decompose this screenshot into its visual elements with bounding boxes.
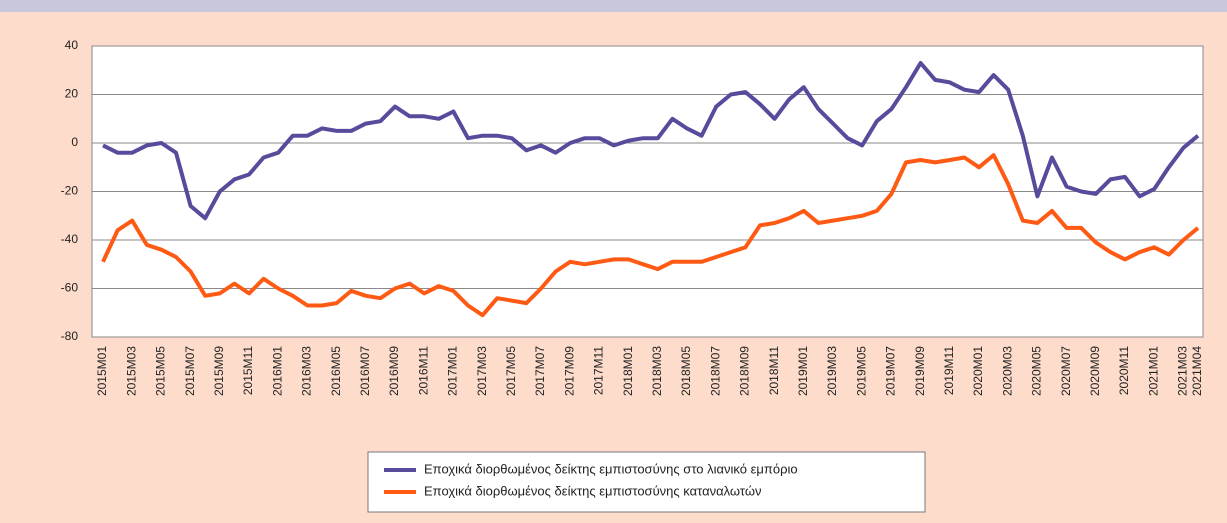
x-tick-label: 2015M09 bbox=[212, 346, 226, 396]
y-tick-label: 20 bbox=[65, 87, 79, 101]
x-tick-label: 2019M05 bbox=[854, 346, 868, 396]
x-tick-label: 2019M11 bbox=[942, 346, 956, 395]
x-tick-label: 2015M05 bbox=[154, 346, 168, 396]
y-tick-label: -40 bbox=[61, 232, 79, 246]
series-line bbox=[102, 61, 1200, 221]
legend-box bbox=[367, 451, 926, 513]
x-tick-label: 2015M07 bbox=[183, 346, 197, 396]
x-tick-label: 2019M09 bbox=[913, 346, 927, 396]
top-band bbox=[0, 0, 1227, 12]
x-tick-label: 2016M03 bbox=[300, 346, 314, 396]
legend: Εποχικά διορθωμένος δείκτης εμπιστοσύνης… bbox=[367, 451, 926, 513]
x-tick-label: 2019M03 bbox=[825, 346, 839, 396]
x-tick-label: 2017M07 bbox=[533, 346, 547, 396]
y-tick-label: -80 bbox=[61, 329, 79, 343]
x-tick-label: 2015M03 bbox=[124, 346, 138, 396]
y-tick-label: 40 bbox=[65, 38, 79, 52]
x-tick-label: 2020M03 bbox=[1000, 346, 1014, 396]
x-tick-label: 2018M07 bbox=[708, 346, 722, 396]
x-tick-label: 2021M04 bbox=[1190, 346, 1204, 396]
x-tick-label: 2017M01 bbox=[446, 346, 460, 396]
x-tick-label: 2016M11 bbox=[416, 346, 430, 395]
x-tick-label: 2017M09 bbox=[562, 346, 576, 396]
x-tick-label: 2017M05 bbox=[504, 346, 518, 396]
x-tick-label: 2020M11 bbox=[1117, 346, 1131, 395]
x-tick-label: 2020M05 bbox=[1030, 346, 1044, 396]
x-tick-label: 2016M09 bbox=[387, 346, 401, 396]
x-tick-label: 2016M05 bbox=[329, 346, 343, 396]
x-tick-label: 2018M09 bbox=[738, 346, 752, 396]
legend-label: Εποχικά διορθωμένος δείκτης εμπιστοσύνης… bbox=[424, 483, 762, 498]
x-tick-label: 2020M07 bbox=[1059, 346, 1073, 396]
series-line bbox=[101, 153, 1200, 318]
legend-label: Εποχικά διορθωμένος δείκτης εμπιστοσύνης… bbox=[424, 461, 798, 476]
x-tick-label: 2020M09 bbox=[1088, 346, 1102, 396]
x-tick-label: 2021M01 bbox=[1146, 346, 1160, 396]
x-tick-label: 2019M07 bbox=[884, 346, 898, 396]
x-tick-label: 2016M07 bbox=[358, 346, 372, 396]
x-tick-label: 2019M01 bbox=[796, 346, 810, 396]
x-tick-label: 2015M01 bbox=[95, 346, 109, 396]
x-tick-label: 2020M01 bbox=[971, 346, 985, 396]
x-tick-label: 2015M11 bbox=[241, 346, 255, 395]
x-tick-label: 2017M03 bbox=[475, 346, 489, 396]
x-tick-label: 2018M11 bbox=[767, 346, 781, 395]
y-tick-label: -20 bbox=[61, 184, 79, 198]
x-tick-label: 2017M11 bbox=[592, 346, 606, 395]
x-tick-label: 2018M05 bbox=[679, 346, 693, 396]
x-tick-label: 2018M03 bbox=[650, 346, 664, 396]
y-tick-label: 0 bbox=[71, 135, 78, 149]
x-tick-label: 2021M03 bbox=[1176, 346, 1190, 396]
x-tick-label: 2018M01 bbox=[621, 346, 635, 396]
y-tick-label: -60 bbox=[61, 281, 79, 295]
x-tick-label: 2016M01 bbox=[270, 346, 284, 396]
